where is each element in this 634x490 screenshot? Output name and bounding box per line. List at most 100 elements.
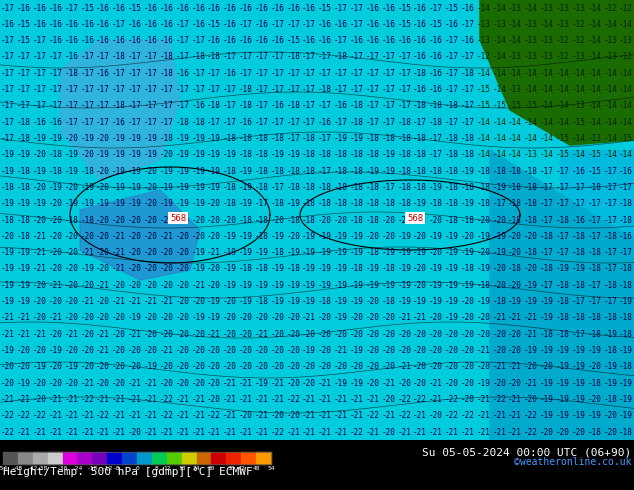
Text: -19: -19 bbox=[619, 411, 633, 420]
Text: -21: -21 bbox=[382, 379, 395, 388]
Text: -20: -20 bbox=[429, 362, 443, 371]
Text: -17: -17 bbox=[223, 101, 236, 110]
Text: -19: -19 bbox=[398, 297, 411, 306]
Text: -20: -20 bbox=[302, 379, 316, 388]
Text: -21: -21 bbox=[65, 330, 79, 339]
Text: -14: -14 bbox=[508, 118, 522, 126]
Text: -15: -15 bbox=[318, 3, 332, 13]
Text: -21: -21 bbox=[508, 362, 522, 371]
Text: -18: -18 bbox=[366, 199, 379, 208]
Text: -18: -18 bbox=[255, 265, 268, 273]
Text: 42: 42 bbox=[238, 466, 245, 470]
Text: -16: -16 bbox=[271, 3, 284, 13]
Text: -18: -18 bbox=[17, 183, 31, 192]
Text: -17: -17 bbox=[271, 118, 284, 126]
Text: -18: -18 bbox=[49, 167, 63, 175]
Text: -20: -20 bbox=[65, 265, 79, 273]
Text: -20: -20 bbox=[302, 330, 316, 339]
Text: -18: -18 bbox=[603, 346, 617, 355]
Text: -18: -18 bbox=[318, 183, 332, 192]
Text: -18: -18 bbox=[334, 167, 347, 175]
Text: -18: -18 bbox=[555, 281, 569, 290]
Text: -20: -20 bbox=[382, 330, 395, 339]
Text: -21: -21 bbox=[17, 395, 31, 404]
Text: -16: -16 bbox=[81, 20, 94, 29]
Text: -18: -18 bbox=[160, 69, 174, 78]
Text: -19: -19 bbox=[350, 232, 363, 241]
Text: -18: -18 bbox=[255, 183, 268, 192]
Text: -17: -17 bbox=[429, 134, 443, 143]
Text: -13: -13 bbox=[555, 3, 569, 13]
Text: -17: -17 bbox=[302, 85, 316, 94]
Text: -17: -17 bbox=[366, 85, 379, 94]
Text: -20: -20 bbox=[508, 379, 522, 388]
Text: -19: -19 bbox=[540, 313, 553, 322]
Text: -20: -20 bbox=[318, 313, 332, 322]
Text: -19: -19 bbox=[239, 297, 252, 306]
Text: -17: -17 bbox=[555, 248, 569, 257]
Text: -19: -19 bbox=[619, 346, 633, 355]
Text: -19: -19 bbox=[571, 379, 585, 388]
Text: -18: -18 bbox=[571, 248, 585, 257]
Text: -20: -20 bbox=[223, 297, 236, 306]
Text: -19: -19 bbox=[239, 248, 252, 257]
Text: -20: -20 bbox=[112, 346, 126, 355]
Text: -19: -19 bbox=[176, 183, 189, 192]
Text: -19: -19 bbox=[603, 379, 617, 388]
Text: -18: -18 bbox=[191, 118, 205, 126]
Text: -19: -19 bbox=[555, 346, 569, 355]
Text: -22: -22 bbox=[413, 395, 427, 404]
Text: -21: -21 bbox=[33, 248, 47, 257]
Text: -21: -21 bbox=[128, 411, 142, 420]
Text: -15: -15 bbox=[476, 101, 490, 110]
Text: -17: -17 bbox=[81, 85, 94, 94]
Text: -17: -17 bbox=[17, 85, 31, 94]
Text: -19: -19 bbox=[334, 313, 347, 322]
Text: -17: -17 bbox=[255, 85, 268, 94]
Text: -15: -15 bbox=[571, 118, 585, 126]
Text: -18: -18 bbox=[619, 330, 633, 339]
Text: -17: -17 bbox=[350, 85, 363, 94]
Text: -20: -20 bbox=[81, 330, 94, 339]
Text: -20: -20 bbox=[1, 362, 15, 371]
Text: -20: -20 bbox=[191, 330, 205, 339]
Text: -18: -18 bbox=[555, 330, 569, 339]
Text: -18: -18 bbox=[508, 183, 522, 192]
Text: -17: -17 bbox=[144, 85, 158, 94]
Text: -17: -17 bbox=[49, 85, 63, 94]
Text: -13: -13 bbox=[603, 52, 617, 61]
Text: -20: -20 bbox=[33, 281, 47, 290]
Text: -17: -17 bbox=[128, 85, 142, 94]
Text: -18: -18 bbox=[302, 216, 316, 224]
Text: -13: -13 bbox=[492, 20, 506, 29]
Text: -16: -16 bbox=[65, 52, 79, 61]
Text: -18: -18 bbox=[524, 183, 538, 192]
Text: -19: -19 bbox=[287, 281, 300, 290]
Text: -22: -22 bbox=[524, 427, 538, 437]
Text: -19: -19 bbox=[239, 167, 252, 175]
Text: -21: -21 bbox=[508, 313, 522, 322]
Text: -18: -18 bbox=[460, 69, 474, 78]
Text: -19: -19 bbox=[17, 379, 31, 388]
Text: -18: -18 bbox=[239, 134, 252, 143]
Text: -18: -18 bbox=[255, 150, 268, 159]
Text: -20: -20 bbox=[382, 313, 395, 322]
Text: -20: -20 bbox=[271, 216, 284, 224]
Text: -20: -20 bbox=[160, 281, 174, 290]
Text: -19: -19 bbox=[492, 232, 506, 241]
Text: -20: -20 bbox=[239, 362, 252, 371]
Text: -19: -19 bbox=[350, 248, 363, 257]
Text: -19: -19 bbox=[571, 395, 585, 404]
Text: -21: -21 bbox=[302, 427, 316, 437]
Text: -21: -21 bbox=[398, 313, 411, 322]
Text: -21: -21 bbox=[176, 427, 189, 437]
Text: 568: 568 bbox=[170, 214, 186, 222]
Text: -21: -21 bbox=[160, 346, 174, 355]
Text: -18: -18 bbox=[460, 183, 474, 192]
Text: -19: -19 bbox=[555, 411, 569, 420]
Text: -22: -22 bbox=[160, 395, 174, 404]
Text: -16: -16 bbox=[366, 20, 379, 29]
Text: -19: -19 bbox=[176, 167, 189, 175]
Text: -20: -20 bbox=[460, 313, 474, 322]
Text: -14: -14 bbox=[524, 134, 538, 143]
